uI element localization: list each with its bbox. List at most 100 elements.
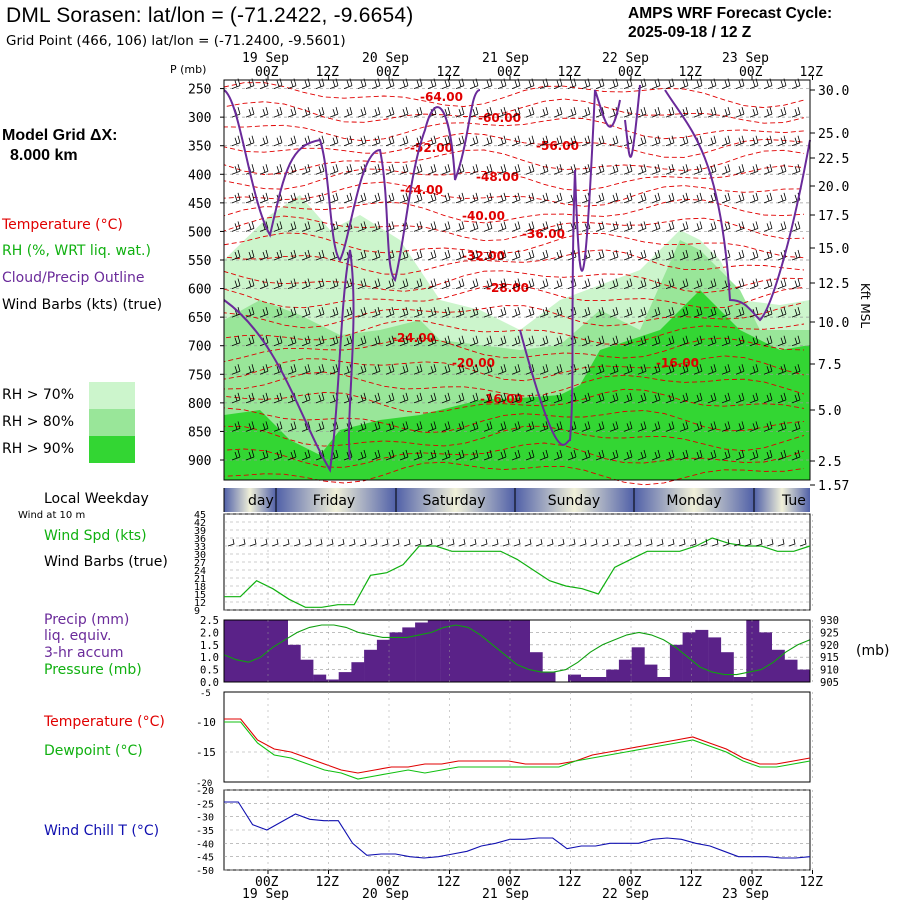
wind-barb [385, 307, 395, 318]
wind-barb [231, 421, 241, 432]
wind-barb [609, 392, 619, 404]
wind-barb [539, 335, 549, 347]
wind-barb [679, 107, 689, 118]
wind-barb [287, 107, 297, 118]
wind-barb [553, 164, 563, 175]
legend-windchill: Wind Chill T (°C) [44, 823, 160, 839]
precip-bar [606, 669, 620, 682]
wind-barb [511, 335, 521, 347]
wind-barb [567, 107, 577, 118]
wind-barb [245, 135, 255, 147]
wind-barb [791, 221, 801, 232]
date-label-bottom: 20 Sep [362, 887, 409, 900]
temperature-contour [223, 249, 805, 275]
legend-pressure: Pressure (mb) [44, 662, 142, 678]
wind-barb [259, 449, 269, 461]
windchill-line [224, 801, 811, 859]
wind-barb [525, 449, 535, 461]
wind-barb [665, 278, 675, 289]
model-grid-value: 8.000 km [10, 147, 78, 164]
wind-barb [259, 164, 269, 175]
wind-barb [693, 335, 703, 347]
wind-barb [287, 192, 297, 204]
wind-barb-10m [634, 538, 642, 547]
temperature-contour [223, 355, 805, 382]
wind-barb-10m [590, 538, 598, 547]
wind-barb [791, 249, 801, 261]
wind-barb [259, 307, 269, 318]
legend-precip-accum: 3-hr accum [44, 645, 124, 661]
wind-barb [623, 107, 633, 118]
wind-barb [427, 164, 437, 175]
wind-barb [525, 307, 535, 318]
windchill-tick: -35 [196, 826, 214, 837]
time-tick-bottom: 00Z [255, 875, 279, 890]
wind-barb [497, 449, 507, 461]
time-tick-top: 12Z [558, 65, 582, 80]
wind-barb [525, 421, 535, 432]
wind-barb [413, 364, 423, 375]
wind-barb-10m [557, 538, 565, 547]
temperature-label: -64.00 [420, 90, 463, 104]
wind-barb [679, 192, 689, 204]
wind-barb [231, 449, 241, 461]
temperature-contour [223, 407, 805, 433]
temperature-contour [223, 117, 805, 142]
wind-barb [483, 392, 493, 404]
precip-bar [695, 629, 709, 682]
wind-barb [287, 307, 297, 318]
wind-barb [497, 278, 507, 289]
wind-barb [595, 221, 605, 232]
wind-speed-line [224, 537, 811, 608]
wind-barb-10m [777, 538, 785, 547]
wind-barb-10m [348, 538, 356, 547]
wind-barb-10m [326, 538, 334, 547]
wind-barb [637, 135, 647, 147]
wind-barb [665, 249, 675, 261]
wind-barb [427, 192, 437, 204]
wind-barb [539, 135, 549, 147]
wind-barb [455, 335, 465, 347]
wind-barb [525, 164, 535, 175]
wind-barb-10m [304, 538, 312, 547]
wind-barb [567, 135, 577, 147]
time-tick-bottom: 12Z [437, 875, 461, 890]
pressure-tick: 800 [188, 397, 211, 412]
temperature-contour [223, 425, 805, 452]
precip-bar [682, 632, 696, 682]
wind-barb [413, 307, 423, 318]
wind-barb [357, 135, 367, 147]
wind-barb [707, 392, 717, 404]
wind-barb [679, 135, 689, 147]
wind-barb-10m [524, 538, 532, 547]
precip-bar [389, 632, 403, 682]
wind-barb [385, 335, 395, 347]
wind-barb [371, 221, 381, 232]
wind-barb [707, 192, 717, 204]
wind-barb [553, 135, 563, 147]
time-tick-top: 12Z [679, 65, 703, 80]
temp-tick: -15 [196, 746, 216, 759]
temperature-contour [223, 181, 805, 207]
cloud-outline [223, 84, 811, 473]
wind-barb [497, 221, 507, 232]
wind-barb-10m [568, 538, 576, 547]
wind-barb [469, 278, 479, 289]
wind-barb [511, 221, 521, 232]
wind-barb [707, 335, 717, 347]
wind-barb [749, 335, 759, 347]
height-tick: 12.5 [818, 277, 849, 292]
wind-barb [623, 421, 633, 432]
wind-barb [581, 335, 591, 347]
wind-barb [357, 421, 367, 432]
wind-barb [399, 278, 409, 289]
wind-barb [287, 421, 297, 432]
wind-barb [637, 392, 647, 404]
wind-barb [469, 107, 479, 118]
time-tick-top: 00Z [376, 65, 400, 80]
wind-barb [329, 335, 339, 347]
wind-barb [707, 221, 717, 232]
wind-barb [791, 135, 801, 147]
wind-barb-10m [260, 538, 268, 547]
time-tick-bottom: 00Z [618, 875, 642, 890]
